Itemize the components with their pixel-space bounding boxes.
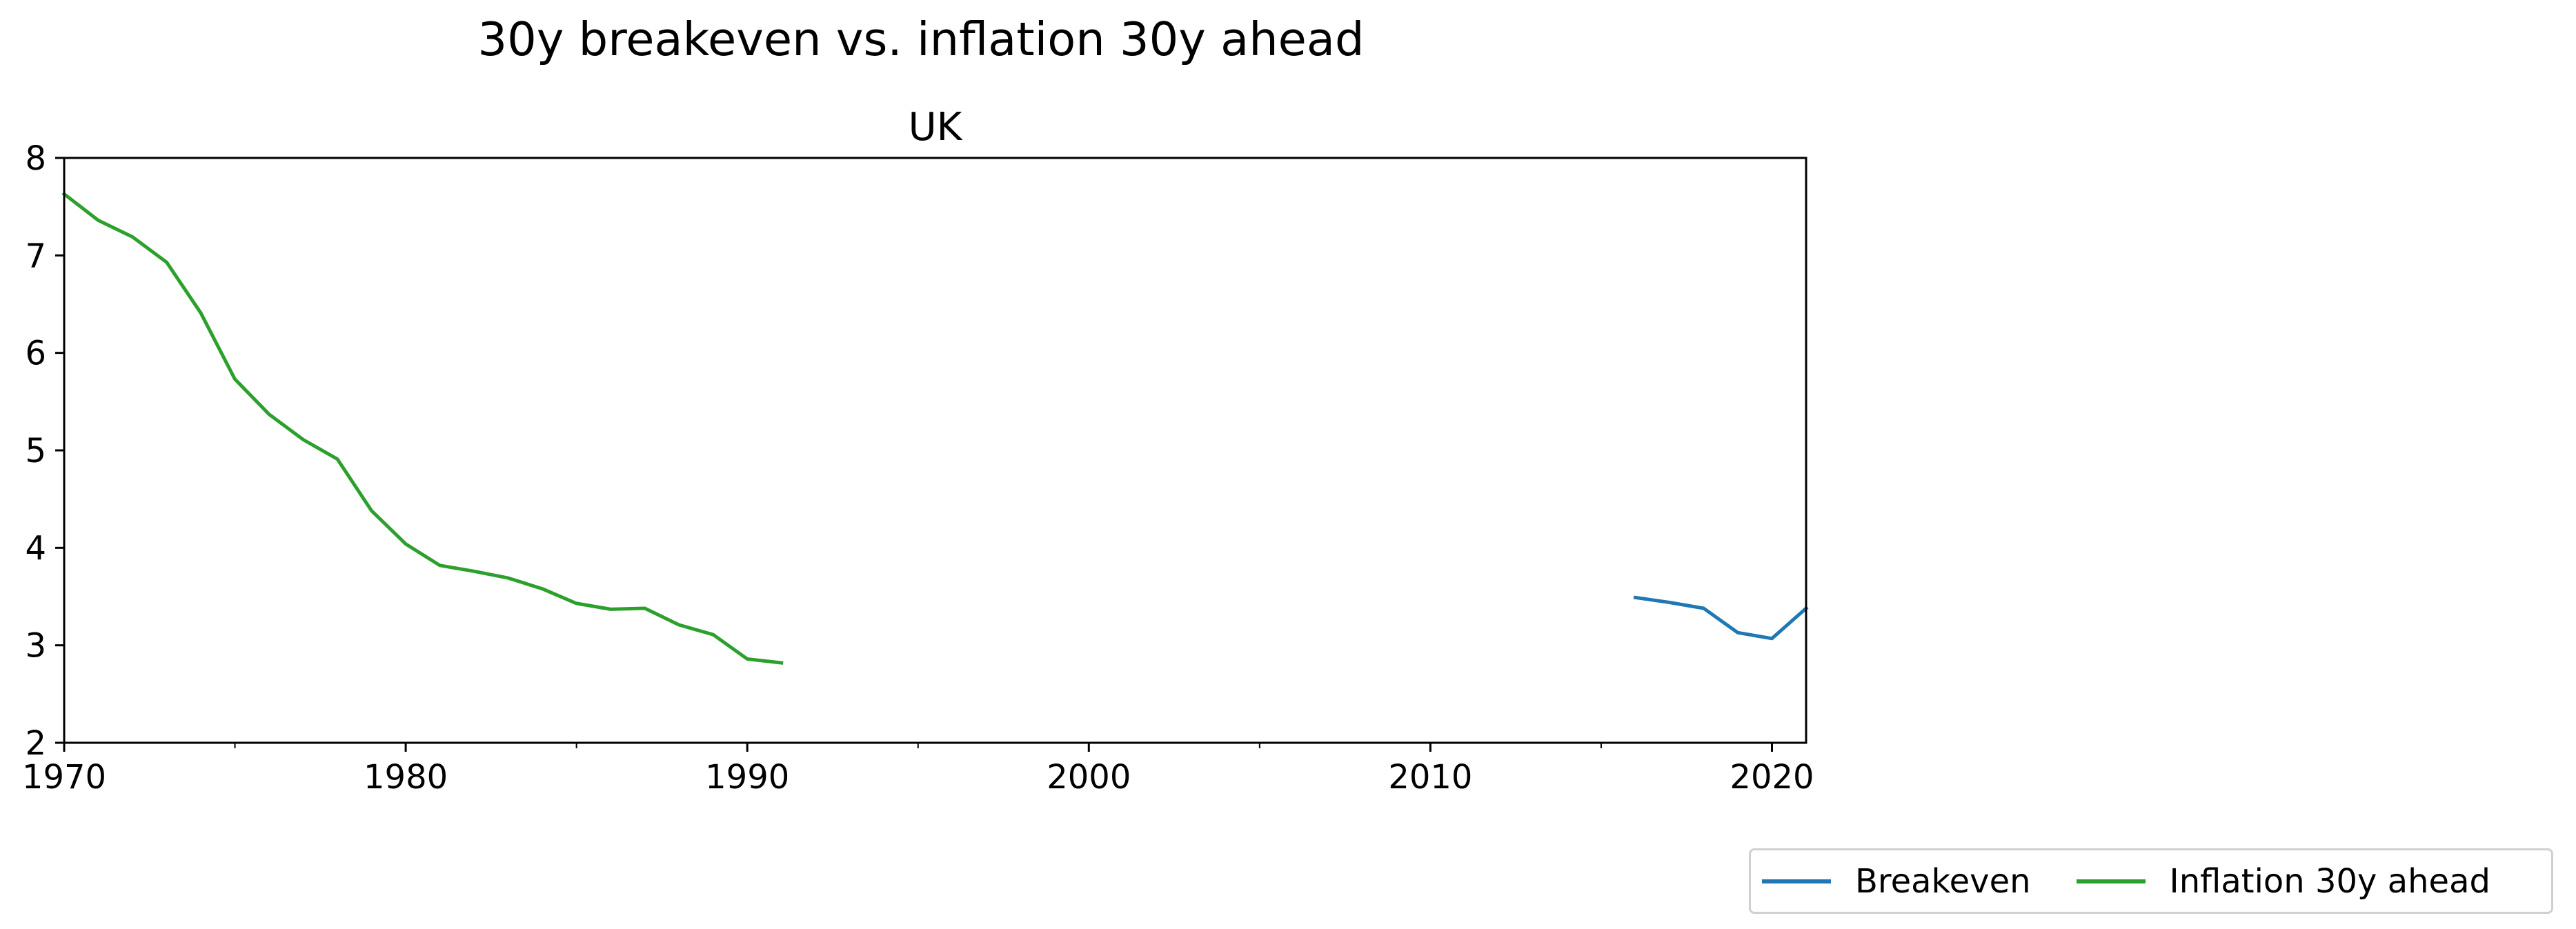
x-tick-label: 2000 bbox=[1047, 758, 1131, 797]
legend-swatch-inflation bbox=[2076, 879, 2146, 883]
legend-item-inflation: Inflation 30y ahead bbox=[2076, 861, 2490, 901]
y-tick-label: 4 bbox=[25, 529, 46, 568]
y-tick-label: 5 bbox=[25, 432, 46, 470]
legend-item-breakeven: Breakeven bbox=[1762, 862, 2031, 901]
series-line-breakeven bbox=[1633, 595, 1809, 641]
figure-title: 30y breakeven vs. inflation 30y ahead bbox=[477, 12, 1365, 66]
y-tick-label: 6 bbox=[25, 334, 46, 373]
x-tick-label: 1990 bbox=[705, 758, 789, 797]
y-tick-label: 8 bbox=[25, 139, 46, 178]
x-tick-label: 2010 bbox=[1388, 758, 1472, 797]
series-line-inflation-30y-ahead bbox=[61, 191, 784, 665]
x-tick-label: 1980 bbox=[364, 758, 448, 797]
x-tick-label: 2020 bbox=[1730, 758, 1814, 797]
y-tick-label: 3 bbox=[25, 627, 46, 666]
y-tick-label: 2 bbox=[25, 724, 46, 763]
legend-swatch-breakeven bbox=[1762, 879, 1831, 883]
axes-title: UK bbox=[909, 105, 963, 150]
legend-label-inflation: Inflation 30y ahead bbox=[2169, 861, 2490, 901]
x-tick-label: 1970 bbox=[22, 758, 106, 797]
y-tick-label: 7 bbox=[25, 237, 46, 275]
legend: Breakeven Inflation 30y ahead bbox=[1749, 848, 2553, 914]
legend-label-breakeven: Breakeven bbox=[1855, 861, 2031, 901]
